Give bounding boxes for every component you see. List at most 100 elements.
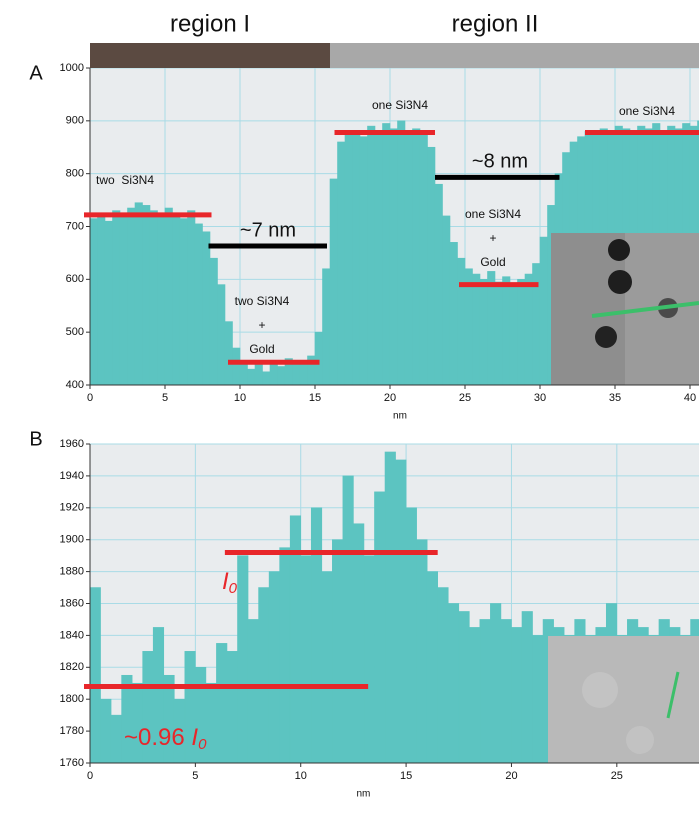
y-tick-label: 1860	[60, 597, 84, 609]
bar	[158, 216, 166, 385]
inset-texture	[582, 672, 618, 708]
region-label: region I	[170, 10, 250, 37]
panel-label: B	[29, 428, 42, 450]
bar	[323, 269, 331, 385]
panel-label: A	[29, 62, 43, 84]
bar	[374, 492, 385, 763]
y-tick-label: 1760	[60, 757, 84, 769]
y-tick-label: 700	[66, 220, 84, 232]
bar	[225, 322, 233, 385]
bar	[233, 348, 241, 385]
y-tick-label: 1900	[60, 534, 84, 546]
bar	[364, 556, 375, 763]
bar	[269, 572, 280, 763]
bar	[120, 216, 128, 385]
x-tick-label: 30	[534, 392, 546, 404]
inset-image-a	[551, 233, 699, 385]
annotation: one Si3N4	[372, 98, 428, 112]
bar	[406, 508, 417, 763]
y-tick-label: 1000	[60, 62, 84, 74]
y-tick-label: 500	[66, 326, 84, 338]
bar	[150, 211, 158, 385]
x-tick-label: 25	[611, 770, 623, 782]
bar	[459, 611, 470, 763]
x-axis-title: nm	[393, 411, 407, 422]
y-tick-label: 1880	[60, 566, 84, 578]
bar	[533, 635, 544, 763]
bar	[280, 548, 291, 763]
bar	[503, 277, 511, 385]
annotation: two Si3N4	[235, 294, 290, 308]
bar	[105, 221, 113, 385]
bar	[218, 285, 226, 385]
bar	[240, 364, 248, 385]
bar	[203, 232, 211, 385]
gold-particle	[608, 239, 630, 261]
bar	[255, 361, 263, 385]
annotation: one Si3N4	[465, 207, 521, 221]
y-tick-label: 1840	[60, 629, 84, 641]
inset-background	[548, 636, 699, 763]
bar	[270, 364, 278, 385]
bar	[322, 572, 333, 763]
bar	[443, 216, 451, 385]
bar	[111, 715, 122, 763]
bar	[301, 556, 312, 763]
bar	[206, 683, 217, 763]
bar	[510, 285, 518, 385]
y-tick-label: 400	[66, 379, 84, 391]
bar	[343, 476, 354, 763]
annotation: Gold	[480, 255, 505, 269]
x-tick-label: 25	[459, 392, 471, 404]
bar	[413, 129, 421, 385]
region-bar	[330, 43, 699, 68]
x-tick-label: 10	[234, 392, 246, 404]
bar	[143, 205, 151, 385]
bar	[438, 588, 449, 763]
y-tick-label: 900	[66, 115, 84, 127]
bar	[90, 219, 98, 385]
x-tick-label: 5	[162, 392, 168, 404]
bar	[448, 604, 459, 764]
bar	[417, 540, 428, 763]
bar	[398, 121, 406, 385]
reference-label-sub: 0	[198, 736, 207, 753]
bar	[248, 369, 256, 385]
bar	[495, 282, 503, 385]
bar	[428, 147, 436, 385]
annotation: +	[258, 318, 265, 332]
region-bar	[90, 43, 330, 68]
bar	[345, 134, 353, 385]
inset-image-b	[548, 636, 699, 763]
y-tick-label: 1800	[60, 693, 84, 705]
bar	[188, 211, 196, 385]
annotation: two Si3N4	[96, 173, 154, 187]
reference-label: ~0.96 I0	[124, 724, 207, 753]
bar	[113, 211, 121, 385]
bar	[238, 556, 249, 763]
figure: A40050060070080090010000510152025303540n…	[0, 0, 699, 829]
bar	[420, 134, 428, 385]
bar	[332, 540, 343, 763]
gold-particle	[608, 270, 632, 294]
bar	[101, 699, 112, 763]
bar	[458, 258, 466, 385]
annotation: one Si3N4	[619, 104, 675, 118]
bar	[396, 460, 407, 763]
y-tick-label: 1780	[60, 725, 84, 737]
span-label: ~8 nm	[472, 150, 528, 172]
bar	[263, 372, 271, 385]
x-tick-label: 20	[505, 770, 517, 782]
inset-texture	[626, 726, 654, 754]
bar	[540, 237, 548, 385]
bar	[98, 213, 106, 385]
y-tick-label: 1940	[60, 470, 84, 482]
bar	[210, 258, 218, 385]
bar	[375, 131, 383, 385]
bar	[385, 452, 396, 763]
y-tick-label: 1820	[60, 661, 84, 673]
bar	[330, 179, 338, 385]
bar	[293, 364, 301, 385]
span-label: ~7 nm	[240, 219, 296, 241]
bar	[533, 263, 541, 385]
